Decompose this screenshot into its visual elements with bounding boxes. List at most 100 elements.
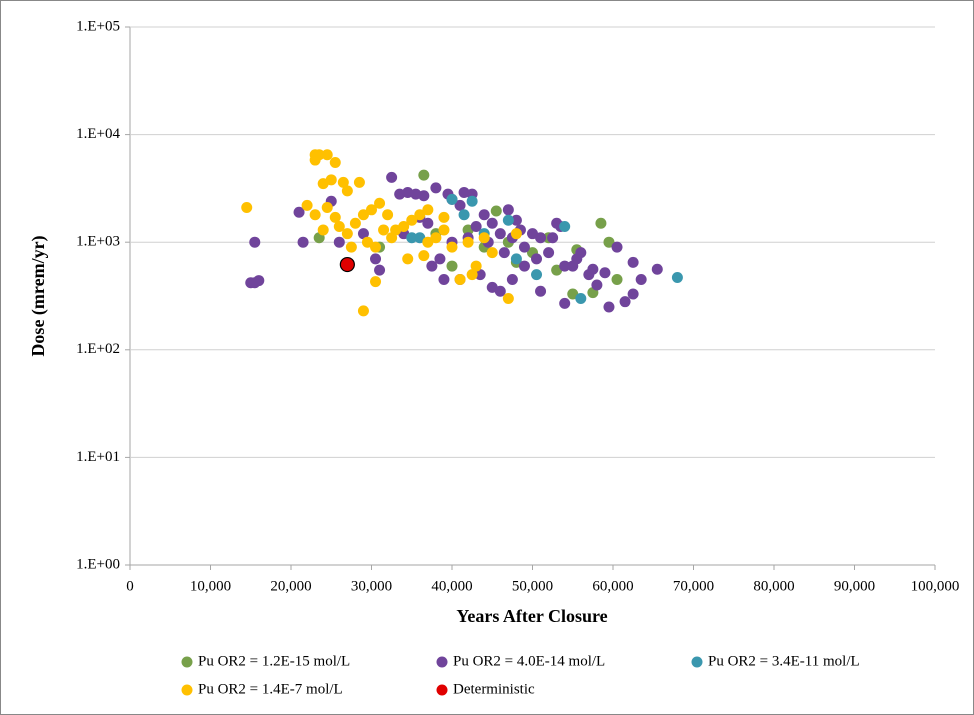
scatter-point — [422, 236, 434, 248]
scatter-point — [418, 190, 430, 202]
scatter-point — [470, 220, 482, 232]
scatter-point — [337, 176, 349, 188]
scatter-point — [490, 205, 502, 217]
scatter-point — [430, 232, 442, 244]
scatter-point — [486, 217, 498, 229]
legend-marker — [436, 656, 448, 668]
scatter-point — [414, 232, 426, 244]
scatter-point — [502, 214, 514, 226]
scatter-point — [510, 253, 522, 265]
x-tick-label: 100,000 — [911, 578, 960, 594]
scatter-point — [438, 274, 450, 286]
scatter-point — [341, 185, 353, 197]
scatter-point — [249, 236, 261, 248]
scatter-point — [446, 241, 458, 253]
legend-label: Deterministic — [453, 681, 535, 697]
scatter-point — [535, 232, 547, 244]
scatter-point — [370, 276, 382, 288]
scatter-point — [241, 202, 253, 214]
scatter-point — [434, 253, 446, 265]
scatter-point — [651, 263, 663, 275]
x-tick-label: 70,000 — [673, 578, 714, 594]
scatter-point — [374, 264, 386, 276]
legend-label: Pu OR2 = 4.0E-14 mol/L — [453, 653, 605, 669]
scatter-point — [382, 209, 394, 221]
legend-marker — [691, 656, 703, 668]
scatter-point — [603, 301, 615, 313]
x-tick-label: 90,000 — [834, 578, 875, 594]
scatter-point — [329, 157, 341, 169]
scatter-point — [502, 292, 514, 304]
scatter-point — [587, 263, 599, 275]
legend-label: Pu OR2 = 3.4E-11 mol/L — [708, 653, 860, 669]
x-axis-title: Years After Closure — [456, 606, 607, 626]
scatter-point — [502, 204, 514, 216]
scatter-point — [462, 236, 474, 248]
scatter-point — [486, 247, 498, 259]
scatter-point — [454, 199, 466, 211]
scatter-point — [567, 288, 579, 300]
scatter-point — [559, 260, 571, 272]
x-tick-label: 30,000 — [351, 578, 392, 594]
scatter-point — [366, 204, 377, 216]
legend-marker — [436, 684, 448, 696]
scatter-point — [370, 241, 382, 253]
scatter-point — [370, 253, 382, 265]
scatter-point — [333, 220, 345, 232]
scatter-point — [378, 224, 390, 236]
scatter-point — [438, 224, 450, 236]
scatter-point — [446, 260, 458, 272]
y-tick-label: 1.E+00 — [76, 556, 120, 572]
scatter-point — [543, 247, 555, 259]
scatter-point — [599, 267, 611, 279]
scatter-point — [671, 271, 683, 283]
scatter-point — [478, 209, 490, 221]
scatter-point — [627, 288, 639, 300]
x-tick-label: 20,000 — [270, 578, 311, 594]
scatter-point — [559, 220, 571, 232]
scatter-point — [357, 228, 369, 240]
legend-label: Pu OR2 = 1.2E-15 mol/L — [198, 653, 350, 669]
x-tick-label: 10,000 — [190, 578, 231, 594]
scatter-point — [309, 209, 321, 221]
scatter-point — [611, 241, 623, 253]
scatter-point — [353, 176, 365, 188]
legend-marker — [181, 684, 193, 696]
scatter-point — [339, 256, 355, 273]
scatter-point — [454, 274, 466, 286]
x-tick-label: 50,000 — [512, 578, 553, 594]
scatter-point — [575, 292, 587, 304]
scatter-point — [627, 256, 639, 268]
scatter-point — [245, 277, 257, 289]
scatter-point — [474, 269, 486, 281]
y-tick-label: 1.E+02 — [76, 341, 120, 357]
scatter-point — [478, 232, 490, 244]
scatter-point — [317, 224, 329, 236]
x-tick-label: 40,000 — [431, 578, 472, 594]
scatter-point — [547, 232, 559, 244]
x-tick-label: 60,000 — [592, 578, 633, 594]
y-tick-label: 1.E+05 — [76, 18, 120, 34]
scatter-point — [309, 154, 321, 166]
scatter-point — [559, 297, 571, 309]
scatter-point — [438, 211, 450, 223]
scatter-point — [510, 228, 522, 240]
scatter-point — [422, 204, 434, 216]
scatter-point — [357, 209, 369, 221]
scatter-point — [361, 236, 373, 248]
scatter-point — [329, 211, 341, 223]
scatter-point — [635, 274, 647, 286]
scatter-point — [386, 171, 398, 183]
scatter-point — [506, 274, 518, 286]
y-tick-label: 1.E+03 — [76, 234, 120, 250]
scatter-point — [619, 296, 631, 308]
scatter-point — [446, 193, 458, 205]
scatter-point — [349, 217, 361, 229]
scatter-point — [510, 214, 522, 226]
scatter-point — [406, 232, 418, 244]
scatter-point — [535, 285, 547, 297]
scatter-point — [611, 274, 623, 286]
scatter-point — [458, 209, 470, 221]
